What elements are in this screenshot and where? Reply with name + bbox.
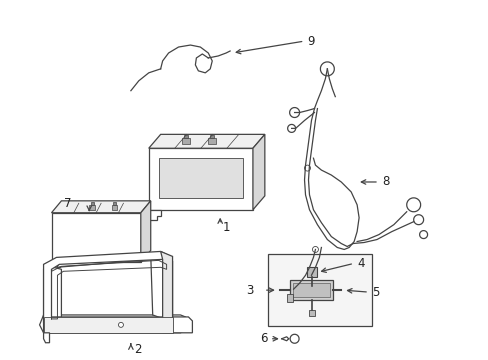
- Circle shape: [312, 247, 318, 252]
- Polygon shape: [141, 201, 150, 262]
- Text: 3: 3: [246, 284, 253, 297]
- Text: 7: 7: [64, 197, 72, 210]
- Bar: [89, 205, 95, 210]
- Polygon shape: [51, 262, 61, 270]
- Bar: [306, 267, 316, 277]
- Polygon shape: [43, 317, 172, 333]
- Text: 1: 1: [222, 221, 229, 234]
- Polygon shape: [252, 134, 264, 210]
- Bar: [51, 213, 141, 262]
- Bar: [148, 148, 252, 210]
- Bar: [292, 283, 330, 297]
- Polygon shape: [51, 201, 150, 213]
- Polygon shape: [40, 315, 188, 333]
- Polygon shape: [43, 264, 61, 329]
- Text: 2: 2: [134, 343, 141, 356]
- Bar: [183, 135, 187, 138]
- Bar: [209, 135, 214, 138]
- Bar: [308, 310, 314, 316]
- Polygon shape: [161, 251, 172, 333]
- Text: 5: 5: [371, 285, 379, 299]
- Bar: [90, 202, 94, 205]
- Bar: [286, 294, 292, 302]
- Bar: [267, 255, 371, 326]
- Polygon shape: [148, 210, 161, 220]
- Bar: [111, 205, 117, 210]
- Bar: [182, 138, 189, 144]
- Polygon shape: [43, 251, 192, 333]
- Circle shape: [118, 323, 123, 327]
- Text: 8: 8: [381, 175, 388, 189]
- Bar: [207, 138, 216, 144]
- Bar: [113, 202, 116, 205]
- Polygon shape: [43, 333, 49, 343]
- Polygon shape: [148, 134, 264, 148]
- Bar: [289, 280, 333, 300]
- Circle shape: [304, 165, 310, 171]
- Text: 6: 6: [260, 332, 267, 345]
- Text: 9: 9: [307, 35, 314, 48]
- Bar: [158, 158, 243, 198]
- Polygon shape: [150, 255, 172, 329]
- Polygon shape: [56, 255, 155, 267]
- Text: 4: 4: [356, 257, 364, 270]
